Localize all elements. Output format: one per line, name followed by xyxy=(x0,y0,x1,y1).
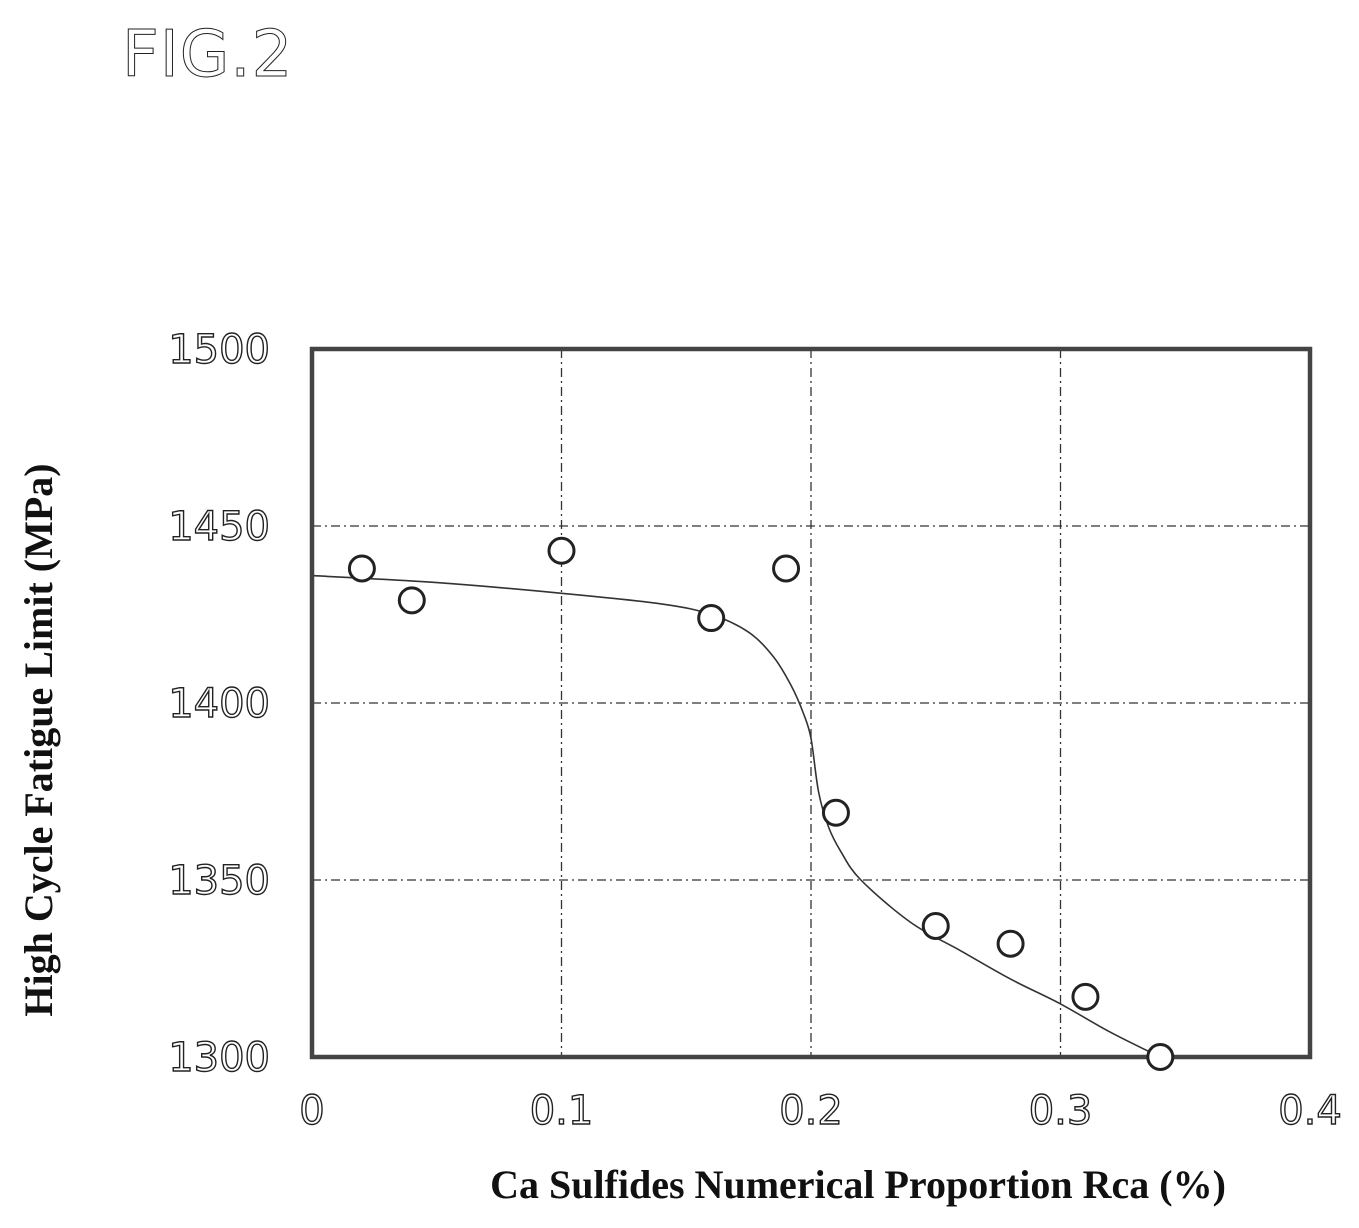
data-point xyxy=(397,586,426,615)
y-tick-label: 1400 xyxy=(168,681,270,727)
y-tick-label: 1350 xyxy=(168,858,270,904)
x-tick-label: 0.1 xyxy=(530,1088,594,1134)
x-axis-tick-labels: 0 0.1 0.2 0.3 0.4 xyxy=(299,1087,1343,1134)
data-point xyxy=(772,554,801,583)
x-tick-label: 0 xyxy=(299,1088,324,1134)
data-point xyxy=(821,798,850,827)
y-tick-label: 1450 xyxy=(168,504,270,550)
data-point xyxy=(697,604,726,633)
data-point xyxy=(996,929,1025,958)
y-axis-title: High Cycle Fatigue Limit (MPa) xyxy=(16,463,61,1016)
data-point xyxy=(921,912,950,941)
x-axis-title: Ca Sulfides Numerical Proportion Rca (%) xyxy=(490,1162,1226,1207)
x-tick-label: 0.2 xyxy=(779,1088,843,1134)
x-tick-label: 0.3 xyxy=(1029,1088,1093,1134)
trend-line-layer xyxy=(311,574,1161,1058)
data-points xyxy=(347,536,1175,1071)
x-tick-label: 0.4 xyxy=(1278,1088,1342,1134)
figure-label: FIG.2 xyxy=(121,18,294,93)
y-tick-label: 1300 xyxy=(168,1035,270,1081)
trend-line xyxy=(311,574,1161,1058)
data-point xyxy=(347,554,376,583)
plot-frame xyxy=(309,346,1313,1060)
data-point xyxy=(1071,982,1100,1011)
y-axis-tick-labels: 1300 1350 1400 1450 1500 xyxy=(168,326,271,1081)
data-point xyxy=(547,536,576,565)
data-point xyxy=(1146,1043,1175,1071)
y-tick-label: 1500 xyxy=(168,327,270,373)
grid-lines xyxy=(312,349,1310,1057)
